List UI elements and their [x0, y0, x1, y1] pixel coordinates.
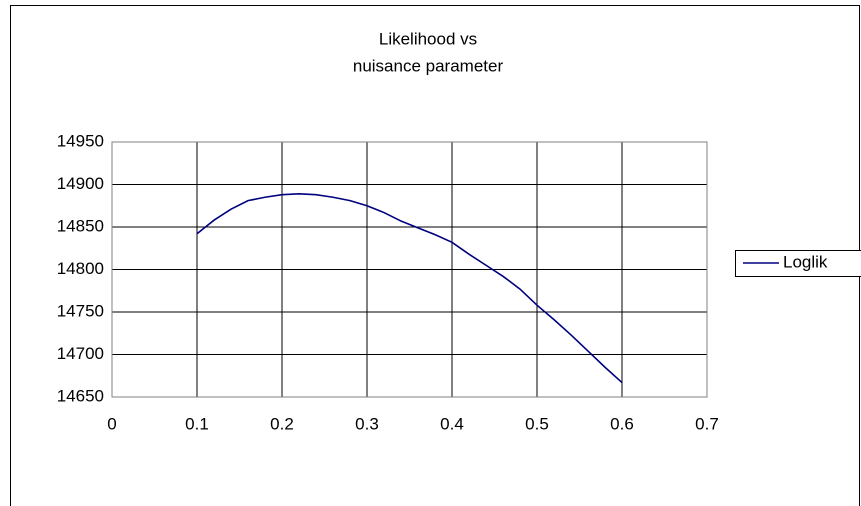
plot-border — [111, 141, 708, 398]
chart-title: Likelihood vs — [379, 29, 477, 48]
y-tick-label: 14850 — [57, 216, 104, 235]
x-tick-label: 0.7 — [695, 414, 719, 433]
chart-title: nuisance parameter — [353, 56, 504, 75]
legend-label: Loglik — [783, 252, 828, 271]
x-tick-label: 0.2 — [270, 414, 294, 433]
data-line — [196, 193, 623, 384]
chart-border — [10, 5, 860, 506]
x-tick-label: 0.1 — [185, 414, 209, 433]
y-tick-label: 14700 — [57, 344, 104, 363]
x-tick-label: 0 — [107, 414, 116, 433]
x-tick-label: 0.6 — [610, 414, 634, 433]
y-tick-label: 14950 — [57, 131, 104, 150]
y-tick-label: 14800 — [57, 259, 104, 278]
x-tick-label: 0.3 — [355, 414, 379, 433]
y-tick-label: 14900 — [57, 174, 104, 193]
x-tick-label: 0.4 — [440, 414, 464, 433]
y-tick-label: 14750 — [57, 301, 104, 320]
x-tick-label: 0.5 — [525, 414, 549, 433]
y-tick-label: 14650 — [57, 386, 104, 405]
